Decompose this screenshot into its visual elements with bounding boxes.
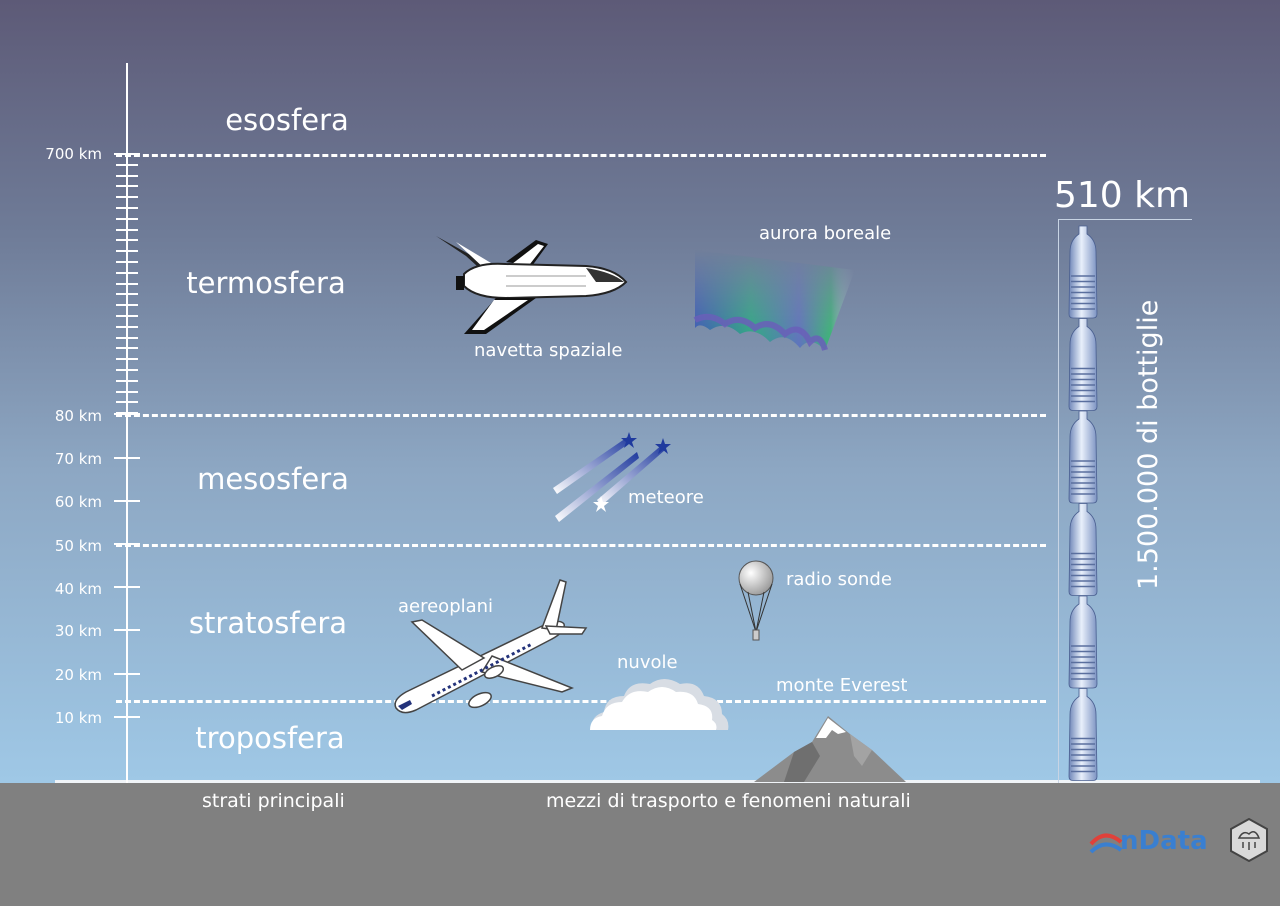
mountain-everest-icon [754,716,906,782]
layer-label-mesosfera: mesosfera [197,462,349,496]
bottle-1 [1068,225,1098,319]
feature-label-aurora: aurora boreale [759,223,892,244]
bottle-count-label: 1.500.000 di bottiglie [1133,299,1164,590]
feature-label-meteors: meteore [628,487,704,508]
major-tick [114,629,140,631]
layer-label-troposfera: troposfera [195,721,345,755]
minor-tick [116,326,138,328]
minor-tick [116,229,138,231]
airplane-icon [394,579,588,714]
minor-tick [116,337,138,339]
tick-label-50km: 50 km [54,537,102,555]
minor-tick [116,380,138,382]
footer-label-layers: strati principali [202,790,345,812]
ground-band [0,783,1280,906]
minor-tick [116,315,138,317]
meteors-icon [553,432,671,522]
major-tick [114,716,140,718]
minor-tick [116,347,138,349]
altitude-axis [126,63,128,783]
boundary-mesopause [116,414,1046,417]
aurora-icon [693,250,855,351]
minor-tick [116,196,138,198]
sky-background [0,0,1280,783]
minor-tick [116,261,138,263]
bottle-5 [1068,595,1098,689]
major-tick [114,586,140,588]
bottle-2 [1068,318,1098,411]
boundary-tropopause [116,700,1046,703]
minor-tick [116,369,138,371]
feature-label-airplanes: aereoplani [398,596,494,617]
space-shuttle-icon [436,236,628,334]
tick-label-80km: 80 km [54,407,102,425]
boundary-exosphere [116,154,1046,157]
layer-label-termosfera: termosfera [186,266,346,300]
minor-tick [116,401,138,403]
minor-tick [116,239,138,241]
layer-label-stratosfera: stratosfera [188,606,348,640]
minor-tick [116,272,138,274]
footer-label-phenomena: mezzi di trasporto e fenomeni naturali [546,790,911,812]
opendata-logo-waves-icon [1089,833,1123,854]
tick-label-20km: 20 km [54,666,102,684]
feature-label-clouds: nuvole [617,652,678,673]
boundary-stratopause [116,544,1046,547]
minor-tick [116,185,138,187]
tick-label-30km: 30 km [54,622,102,640]
layer-label-esosfera: esosfera [225,103,349,137]
minor-tick [116,164,138,166]
minor-tick [116,391,138,393]
opendata-sicilia-badge-icon [1230,818,1268,862]
minor-tick [116,283,138,285]
tick-label-40km: 40 km [54,580,102,598]
minor-tick [116,293,138,295]
bottle-bracket-top [1058,219,1192,220]
major-tick [114,457,140,459]
feature-label-shuttle: navetta spaziale [474,340,623,361]
tick-label-10km: 10 km [54,709,102,727]
ground-line [55,780,1260,783]
minor-tick [116,358,138,360]
major-tick [114,673,140,675]
feature-label-everest: monte Everest [776,675,908,696]
bottle-4 [1068,503,1098,596]
brand-name: nData [1120,826,1208,856]
minor-tick [116,304,138,306]
radiosonde-balloon-icon [738,560,774,641]
minor-tick [116,175,138,177]
bottle-stack-icon [1068,225,1098,781]
tick-label-700km: 700 km [45,145,102,163]
bottle-height-value: 510 km [1054,175,1191,216]
tick-label-70km: 70 km [54,450,102,468]
cloud-icon [590,679,729,730]
minor-tick [116,207,138,209]
feature-label-radiosonde: radio sonde [786,569,892,590]
minor-tick [116,250,138,252]
major-tick [114,500,140,502]
bottle-bracket-side [1058,219,1059,783]
minor-tick [116,218,138,220]
bottle-3 [1068,410,1098,504]
tick-label-60km: 60 km [54,493,102,511]
bottle-6 [1068,688,1098,781]
